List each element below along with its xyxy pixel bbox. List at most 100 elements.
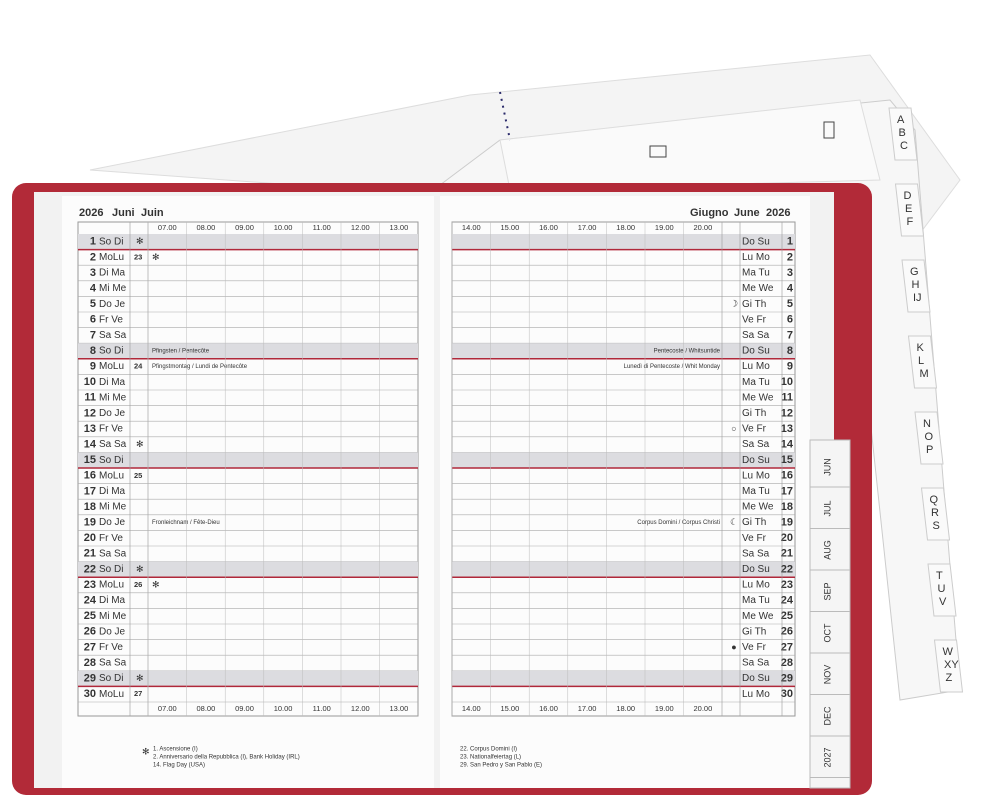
alphabet-tab-letter[interactable]: F [907, 216, 914, 228]
footnote-symbol: ✻ [142, 746, 150, 756]
alphabet-tab-letter[interactable]: A [897, 114, 905, 126]
day-abbr: Gi Th [742, 408, 766, 419]
week-number: 25 [134, 471, 142, 480]
day-abbr: Fr Ve [99, 533, 123, 544]
month-tab-strip [809, 439, 851, 789]
alphabet-tab-letter[interactable]: N [923, 418, 931, 430]
alphabet-tab-letter[interactable]: Q [930, 494, 939, 506]
hour-label: 12.00 [351, 223, 370, 232]
day-abbr: Ma Tu [742, 377, 770, 388]
month-tab[interactable]: SEP [822, 582, 832, 600]
hour-label: 09.00 [235, 704, 254, 713]
day-abbr: Sa Sa [742, 658, 770, 669]
alphabet-tab [933, 639, 964, 693]
holiday-note: Lunedì di Pentecoste / Whit Monday [624, 364, 720, 370]
alphabet-tab-letter[interactable]: M [920, 368, 929, 380]
sunday-row [78, 561, 418, 578]
day-number: 12 [781, 407, 793, 419]
alphabet-tab-letter[interactable]: U [938, 583, 946, 595]
alphabet-tab-letter[interactable]: S [933, 520, 940, 532]
holiday-mark: ✻ [136, 236, 144, 246]
hour-label: 13.00 [390, 704, 409, 713]
alphabet-tab-letter[interactable]: E [905, 203, 912, 215]
footnote: 22. Corpus Domini (I) [460, 747, 517, 753]
day-abbr: Sa Sa [99, 548, 127, 559]
month-tab[interactable]: OCT [822, 623, 832, 643]
alphabet-tab-letter[interactable]: G [910, 266, 919, 278]
month-tab[interactable]: JUN [822, 458, 832, 476]
holiday-note: Pfingstmontag / Lundi de Pentecôte [152, 364, 248, 370]
alphabet-tab-letter[interactable]: B [899, 127, 906, 139]
day-number: 10 [84, 376, 96, 388]
alphabet-tab-letter[interactable]: K [917, 342, 925, 354]
day-abbr: Fr Ve [99, 642, 123, 653]
alphabet-tab-letter[interactable]: XY [944, 659, 959, 671]
day-abbr: Di Ma [99, 268, 126, 279]
alphabet-tab-letter[interactable]: H [912, 279, 920, 291]
alphabet-tab-letter[interactable]: C [900, 140, 908, 152]
day-number: 26 [84, 626, 96, 638]
day-number: 30 [781, 688, 793, 700]
day-number: 7 [787, 329, 793, 341]
holiday-note: Corpus Domini / Corpus Christi [637, 520, 720, 526]
day-number: 18 [84, 501, 96, 513]
alphabet-tab-letter[interactable]: O [925, 431, 934, 443]
hour-label: 08.00 [197, 223, 216, 232]
hour-label: 17.00 [578, 223, 597, 232]
day-abbr: Di Ma [99, 377, 126, 388]
day-number: 13 [781, 423, 793, 435]
alphabet-tab-letter[interactable]: D [904, 190, 912, 202]
alphabet-tab-letter[interactable]: W [943, 646, 954, 658]
month-tab[interactable]: NOV [822, 665, 832, 685]
month-tab[interactable]: JUL [822, 500, 832, 516]
footnote: 2. Anniversario della Repubblica (I), Ba… [153, 755, 300, 761]
holiday-note: Pfingsten / Pentecôte [152, 349, 210, 355]
day-abbr: Lu Mo [742, 361, 770, 372]
hour-label: 12.00 [351, 704, 370, 713]
hour-label: 11.00 [313, 223, 331, 232]
hour-label: 13.00 [390, 223, 409, 232]
day-number: 29 [781, 673, 793, 685]
footnote: 23. Nationalfeiertag (L) [460, 755, 521, 761]
day-number: 25 [84, 610, 96, 622]
month-tab[interactable]: AUG [822, 540, 832, 560]
day-number: 23 [84, 579, 96, 591]
moon-phase: ○ [731, 423, 736, 433]
day-abbr: Ma Tu [742, 595, 770, 606]
day-number: 7 [90, 329, 96, 341]
day-abbr: Lu Mo [742, 689, 770, 700]
day-number: 15 [84, 454, 96, 466]
alphabet-tab-letter[interactable]: Z [946, 672, 953, 684]
day-number: 16 [84, 470, 96, 482]
day-number: 18 [781, 501, 793, 513]
day-abbr: Lu Mo [742, 470, 770, 481]
month-tab[interactable]: 2027 [822, 747, 832, 767]
moon-phase: ● [731, 642, 736, 652]
alphabet-tab-letter[interactable]: V [939, 596, 947, 608]
month-tab[interactable]: DEC [822, 706, 832, 726]
day-abbr: MoLu [99, 470, 124, 481]
day-abbr: Do Su [742, 455, 770, 466]
day-abbr: Sa Sa [99, 439, 127, 450]
alphabet-tab-letter[interactable]: R [931, 507, 939, 519]
hour-label: 08.00 [197, 704, 216, 713]
day-abbr: Gi Th [742, 517, 766, 528]
day-abbr: Mi Me [99, 283, 127, 294]
alphabet-tab-letter[interactable]: L [918, 355, 924, 367]
day-number: 5 [787, 298, 793, 310]
hour-label: 09.00 [235, 223, 254, 232]
moon-phase: ☽ [730, 299, 738, 309]
day-abbr: Me We [742, 392, 774, 403]
day-abbr: So Di [99, 346, 123, 357]
alphabet-tab [927, 563, 957, 617]
alphabet-tab-letter[interactable]: P [926, 444, 933, 456]
month: Juin [141, 207, 164, 219]
alphabet-tab-letter[interactable]: T [936, 570, 943, 582]
day-number: 17 [84, 485, 96, 497]
footnote: 29. San Pedro y San Pablo (E) [460, 763, 542, 769]
year: 2026 [79, 207, 103, 219]
day-number: 25 [781, 610, 793, 622]
alphabet-tab-letter[interactable]: IJ [913, 292, 922, 304]
day-abbr: Do Su [742, 236, 770, 247]
day-abbr: So Di [99, 455, 123, 466]
